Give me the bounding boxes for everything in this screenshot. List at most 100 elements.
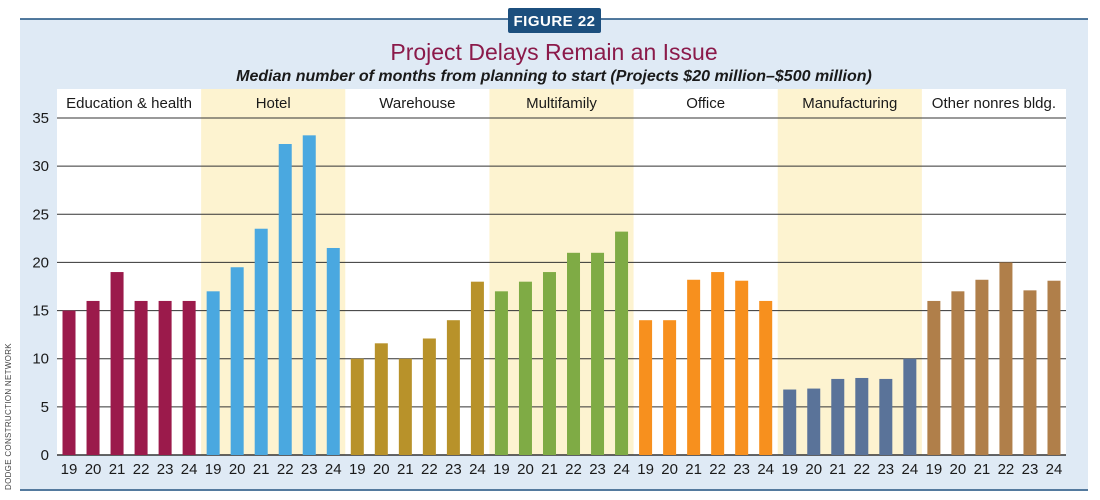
bar-hotel-21	[254, 228, 268, 455]
bar-multifamily-19	[494, 291, 508, 455]
x-tick-label: 19	[205, 461, 222, 478]
x-tick-label: 20	[85, 461, 102, 478]
bar-office-24	[759, 300, 773, 455]
x-tick-label: 23	[589, 461, 606, 478]
y-tick-label: 35	[32, 110, 49, 127]
x-tick-label: 19	[637, 461, 654, 478]
x-tick-label: 19	[781, 461, 798, 478]
x-tick-label: 22	[998, 461, 1015, 478]
x-tick-label: 22	[421, 461, 438, 478]
bar-warehouse-22	[422, 338, 436, 455]
bar-warehouse-20	[374, 343, 388, 455]
bar-office-19	[639, 320, 653, 455]
x-tick-label: 20	[950, 461, 967, 478]
x-tick-label: 22	[133, 461, 150, 478]
panel-label-hotel: Hotel	[256, 95, 291, 112]
side-credit: DODGE CONSTRUCTION NETWORK	[4, 343, 13, 490]
x-tick-label: 24	[757, 461, 774, 478]
x-tick-label: 24	[613, 461, 630, 478]
band-multifamily	[489, 89, 634, 455]
x-tick-label: 23	[1022, 461, 1039, 478]
x-tick-label: 21	[974, 461, 991, 478]
bar-manufacturing-21	[831, 378, 845, 455]
category-bands	[201, 89, 922, 455]
x-tick-label: 23	[445, 461, 462, 478]
bar-education-health-20	[86, 300, 100, 455]
x-axis-ticks: 19 20 21 22 23 24 19 20 21 22 23 24 19 20 21 22 23 24 19 20…	[61, 461, 1063, 478]
y-axis-ticks: 0 5 10 15 20 25 30 35	[32, 110, 49, 464]
x-tick-label: 23	[733, 461, 750, 478]
x-tick-label: 21	[109, 461, 126, 478]
bars	[62, 135, 1061, 456]
bar-hotel-23	[302, 135, 316, 455]
x-tick-label: 21	[829, 461, 846, 478]
bar-office-20	[663, 320, 677, 455]
panel-labels: Education & health Hotel Warehouse Multifam…	[66, 95, 1056, 112]
bar-education-health-19	[62, 310, 76, 455]
x-tick-label: 20	[661, 461, 678, 478]
bar-manufacturing-23	[879, 378, 893, 455]
band-hotel	[201, 89, 346, 455]
x-tick-label: 19	[349, 461, 366, 478]
figure-badge	[508, 8, 601, 33]
bar-hotel-20	[230, 267, 244, 455]
x-tick-label: 21	[253, 461, 270, 478]
x-tick-label: 23	[157, 461, 174, 478]
y-tick-label: 25	[32, 206, 49, 223]
bar-manufacturing-19	[783, 389, 797, 455]
chart-title: Project Delays Remain an Issue	[390, 39, 717, 65]
bar-multifamily-22	[567, 252, 581, 455]
x-tick-label: 20	[517, 461, 534, 478]
x-tick-label: 22	[565, 461, 582, 478]
band-manufacturing	[777, 89, 922, 455]
bar-manufacturing-20	[807, 388, 821, 455]
bar-education-health-24	[182, 300, 196, 455]
y-tick-label: 10	[32, 351, 49, 368]
x-tick-label: 21	[541, 461, 558, 478]
x-tick-label: 24	[1046, 461, 1063, 478]
x-tick-label: 24	[325, 461, 342, 478]
x-tick-label: 22	[853, 461, 870, 478]
bar-multifamily-20	[518, 281, 532, 455]
figure-badge-label: FIGURE 22	[513, 13, 595, 30]
bar-office-22	[711, 272, 725, 455]
y-tick-label: 30	[32, 158, 49, 175]
bar-office-23	[735, 280, 749, 455]
bar-multifamily-24	[615, 231, 629, 455]
bar-other-nonres-bldg-22	[999, 262, 1013, 455]
bar-office-21	[687, 279, 701, 455]
x-tick-label: 22	[277, 461, 294, 478]
panel-label-office: Office	[686, 95, 725, 112]
bar-education-health-21	[110, 272, 124, 455]
y-tick-label: 20	[32, 254, 49, 271]
panel-label-multifamily: Multifamily	[526, 95, 597, 112]
bar-multifamily-23	[591, 252, 605, 455]
x-tick-label: 19	[493, 461, 510, 478]
bar-manufacturing-22	[855, 377, 869, 455]
bar-hotel-22	[278, 143, 292, 456]
bar-warehouse-24	[470, 281, 484, 455]
bar-hotel-19	[206, 291, 220, 455]
x-tick-label: 20	[805, 461, 822, 478]
x-tick-label: 20	[229, 461, 246, 478]
bar-other-nonres-bldg-20	[951, 291, 965, 455]
x-tick-label: 21	[397, 461, 414, 478]
y-tick-label: 5	[41, 399, 49, 416]
x-tick-label: 24	[902, 461, 919, 478]
x-tick-label: 19	[61, 461, 78, 478]
bar-other-nonres-bldg-19	[927, 300, 941, 455]
x-tick-label: 20	[373, 461, 390, 478]
bar-education-health-23	[158, 300, 172, 455]
gridlines	[57, 117, 1066, 456]
x-tick-label: 19	[926, 461, 943, 478]
bar-other-nonres-bldg-21	[975, 279, 989, 455]
bar-education-health-22	[134, 300, 148, 455]
panel-label-warehouse: Warehouse	[379, 95, 455, 112]
bar-warehouse-19	[350, 358, 364, 455]
chart-subtitle: Median number of months from planning to…	[236, 68, 872, 85]
x-tick-label: 22	[709, 461, 726, 478]
x-tick-label: 23	[877, 461, 894, 478]
bar-other-nonres-bldg-24	[1047, 280, 1061, 455]
